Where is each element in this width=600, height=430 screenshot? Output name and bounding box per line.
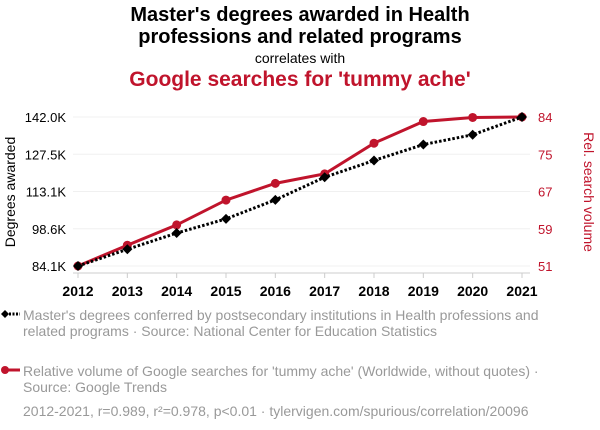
data-point-degrees [270,194,281,205]
legend-diamond-icon [1,310,9,318]
x-tick-label: 2015 [210,283,241,299]
data-point-degrees [73,261,83,271]
series-line-searches [77,115,523,268]
legend-item-degrees: Master's degrees conferred by postsecond… [23,307,543,339]
legend-circle-icon [1,366,9,374]
data-point-degrees [221,213,231,224]
legend-label-degrees: Master's degrees conferred by postsecond… [23,307,539,339]
chart-title-line2: professions and related programs [138,26,462,48]
chart-subtitle: Google searches for 'tummy ache' [129,68,471,91]
x-tick-label: 2012 [62,283,93,299]
y2-axis-label: Rel. search volume [581,132,597,252]
y2-tick-label: 75 [538,147,552,162]
data-point-searches [270,178,280,188]
data-point-degrees [171,228,182,239]
x-tick-label: 2019 [408,283,439,299]
x-tick-label: 2014 [161,283,192,299]
data-point-degrees [122,244,133,255]
data-point-degrees [319,172,330,183]
x-tick-label: 2013 [112,283,143,299]
data-point-searches [369,138,379,148]
series-line-degrees [77,115,523,268]
data-point-degrees [517,112,527,122]
y2-tick-label: 84 [538,110,552,125]
y-tick-label: 127.5K [25,147,67,162]
y-tick-label: 98.6K [32,222,66,237]
footer-stats: 2012-2021, r=0.989, r²=0.978, p<0.01 · t… [23,403,529,419]
y-axis-label: Degrees awarded [2,137,18,248]
y2-tick-label: 51 [538,259,552,274]
x-tick-label: 2017 [309,283,340,299]
x-tick-label: 2016 [260,283,291,299]
correlates-with-label: correlates with [254,50,346,66]
x-tick-label: 2020 [457,283,488,299]
legend-label-searches: Relative volume of Google searches for '… [23,363,539,395]
plot-area: 84.1K 51 98.6K 59 113.1K 67 127.5K 75 142.0K 84 20… [2,110,597,299]
x-tick-label: 2021 [506,283,537,299]
y-tick-label: 113.1K [26,185,67,200]
legend-item-searches: Relative volume of Google searches for '… [23,363,543,395]
data-point-degrees [369,155,379,166]
data-point-degrees [418,139,429,150]
data-point-searches [418,117,428,127]
y-tick-label: 142.0K [25,110,67,125]
y2-tick-label: 67 [538,185,552,200]
data-point-searches [468,112,478,122]
chart-title-line1: Master's degrees awarded in Health [130,4,470,26]
y2-tick-label: 59 [538,222,552,237]
data-point-searches [221,195,231,205]
data-point-searches [172,220,182,230]
data-point-degrees [467,129,478,140]
y-tick-label: 84.1K [32,259,66,274]
x-tick-label: 2018 [358,283,389,299]
